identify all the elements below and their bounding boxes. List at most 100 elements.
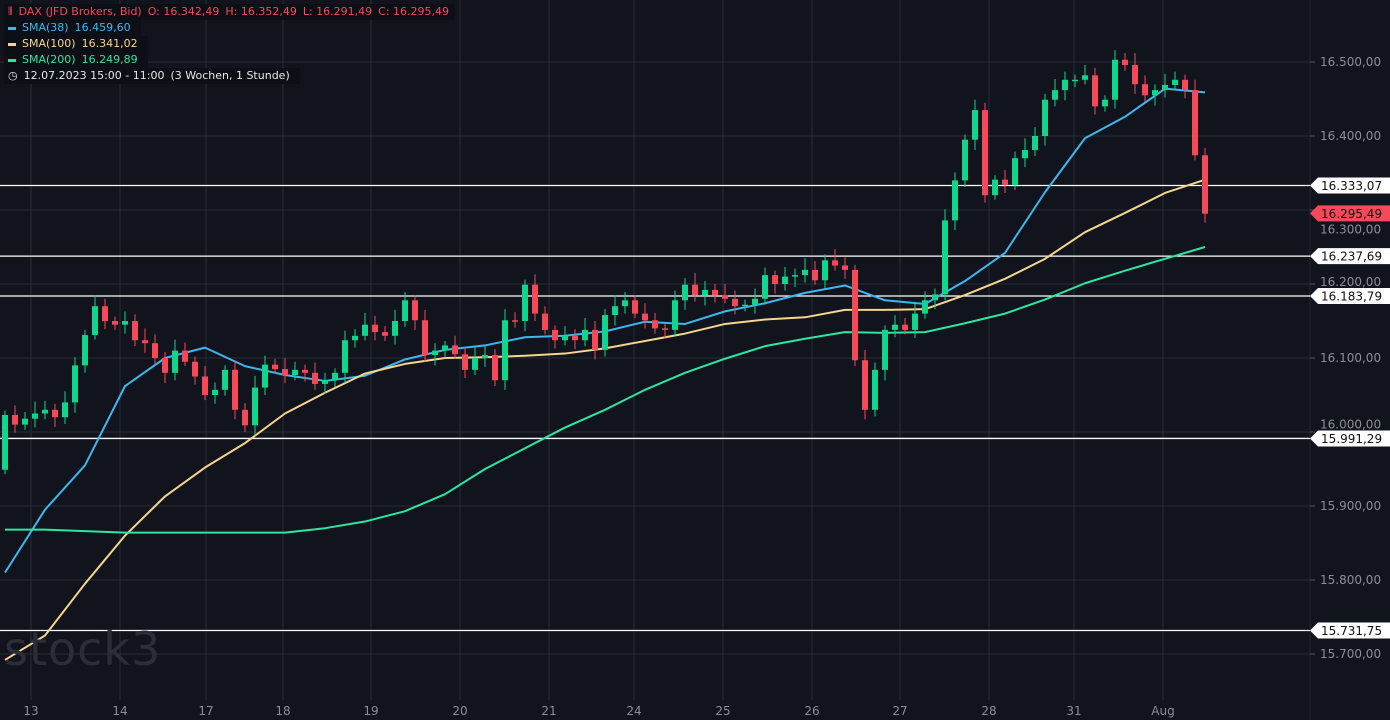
candle-body (642, 313, 648, 321)
candle (242, 403, 248, 432)
candle-body (1192, 90, 1198, 156)
period-label: (3 Wochen, 1 Stunde) (170, 69, 290, 82)
last-price-tag[interactable] (1310, 205, 1390, 222)
candle-body (1152, 90, 1158, 96)
candle (372, 315, 378, 341)
high-value: H: 16.352,49 (225, 5, 297, 18)
candle (492, 349, 498, 387)
candle-body (162, 358, 168, 373)
candle (862, 349, 868, 420)
y-tick-label: 16.300,00 (1320, 222, 1381, 236)
candle-body (532, 284, 538, 314)
candle-body (832, 260, 838, 266)
candle-body (362, 324, 368, 336)
candle (1032, 127, 1038, 156)
candle-body (92, 306, 98, 336)
horizontal-line-label: 15.991,29 (1321, 432, 1382, 446)
candle (1172, 71, 1178, 90)
sma200-label: SMA(200) (22, 53, 76, 66)
candle-body (302, 369, 308, 373)
candle-body (122, 321, 128, 325)
candle (902, 318, 908, 335)
candle (152, 334, 158, 365)
candle-body (1012, 158, 1018, 185)
sma200-swatch (8, 58, 16, 62)
candle-body (1122, 59, 1128, 65)
candle (802, 258, 808, 283)
sma38-label: SMA(38) (22, 21, 69, 34)
candle (62, 391, 68, 424)
candle-body (682, 284, 688, 301)
y-tick-label: 15.700,00 (1320, 647, 1381, 661)
horizontal-lines[interactable] (0, 184, 1310, 632)
candle (142, 328, 148, 353)
candle (72, 357, 78, 413)
candle-body (1062, 79, 1068, 91)
candle (522, 279, 528, 332)
instrument-row[interactable]: ⫴ DAX (JFD Brokers, Bid) O: 16.342,49 H:… (4, 4, 456, 20)
candle-body (512, 320, 518, 322)
candle-body (12, 414, 18, 425)
candle-body (972, 110, 978, 140)
candle (882, 325, 888, 381)
horizontal-line-label: 16.183,79 (1321, 289, 1382, 303)
candle (1132, 53, 1138, 94)
candle-body (452, 345, 458, 355)
candle-body (422, 320, 428, 356)
horizontal-line-tag[interactable] (1310, 248, 1390, 265)
candle-body (132, 321, 138, 341)
candle (162, 352, 168, 384)
horizontal-line-tag[interactable] (1310, 287, 1390, 304)
candle (662, 323, 668, 339)
candle-body (912, 313, 918, 330)
candle (502, 309, 508, 390)
candle-body (812, 269, 818, 281)
candle-body (332, 372, 338, 381)
candle-body (822, 260, 828, 281)
candle (612, 295, 618, 326)
sma200-value: 16.249,89 (81, 53, 138, 66)
time-range-row[interactable]: ◷ 12.07.2023 15:00 - 11:00 (3 Wochen, 1 … (4, 68, 300, 84)
candle (1202, 147, 1208, 223)
time-axis[interactable]: 13 14 17 18 19 20 21 24 25 26 27 28 31 Aug (23, 704, 1174, 718)
candle (1042, 93, 1048, 146)
candle-body (522, 284, 528, 321)
horizontal-line-tag[interactable] (1310, 430, 1390, 447)
candle-body (712, 289, 718, 296)
candle (932, 288, 938, 310)
candle (552, 325, 558, 349)
sma200-line (5, 246, 1206, 534)
candle-body (1102, 99, 1108, 107)
candle (42, 400, 48, 420)
candle (282, 358, 288, 384)
candle-body (942, 220, 948, 295)
sma100-row[interactable]: SMA(100) 16.341,02 (4, 36, 148, 52)
candle-body (102, 306, 108, 321)
candle-body (232, 369, 238, 410)
candle (222, 365, 228, 396)
candle-body (582, 329, 588, 341)
candle (52, 403, 58, 427)
horizontal-line-tag[interactable] (1310, 177, 1390, 194)
price-axis[interactable]: 16.500,0016.400,0016.300,0016.200,0016.1… (1310, 55, 1390, 661)
candle-body (602, 315, 608, 350)
horizontal-line-tag[interactable] (1310, 622, 1390, 639)
candle-body (52, 409, 58, 418)
sma38-row[interactable]: SMA(38) 16.459,60 (4, 20, 141, 36)
last-price-label: 16.295,49 (1321, 207, 1382, 221)
x-tick-label: 26 (804, 704, 819, 718)
candle-body (262, 364, 268, 388)
candle-body (622, 300, 628, 307)
candle (1092, 67, 1098, 115)
sma200-row[interactable]: SMA(200) 16.249,89 (4, 52, 148, 68)
watermark-text: stock3 (4, 622, 162, 676)
candle (632, 295, 638, 319)
candle (592, 321, 598, 360)
y-tick-label: 16.200,00 (1320, 275, 1381, 289)
candle-body (552, 329, 558, 341)
candle-body (1082, 75, 1088, 80)
sma100-swatch (8, 42, 16, 46)
candle (982, 102, 988, 203)
x-tick-label: 27 (892, 704, 907, 718)
